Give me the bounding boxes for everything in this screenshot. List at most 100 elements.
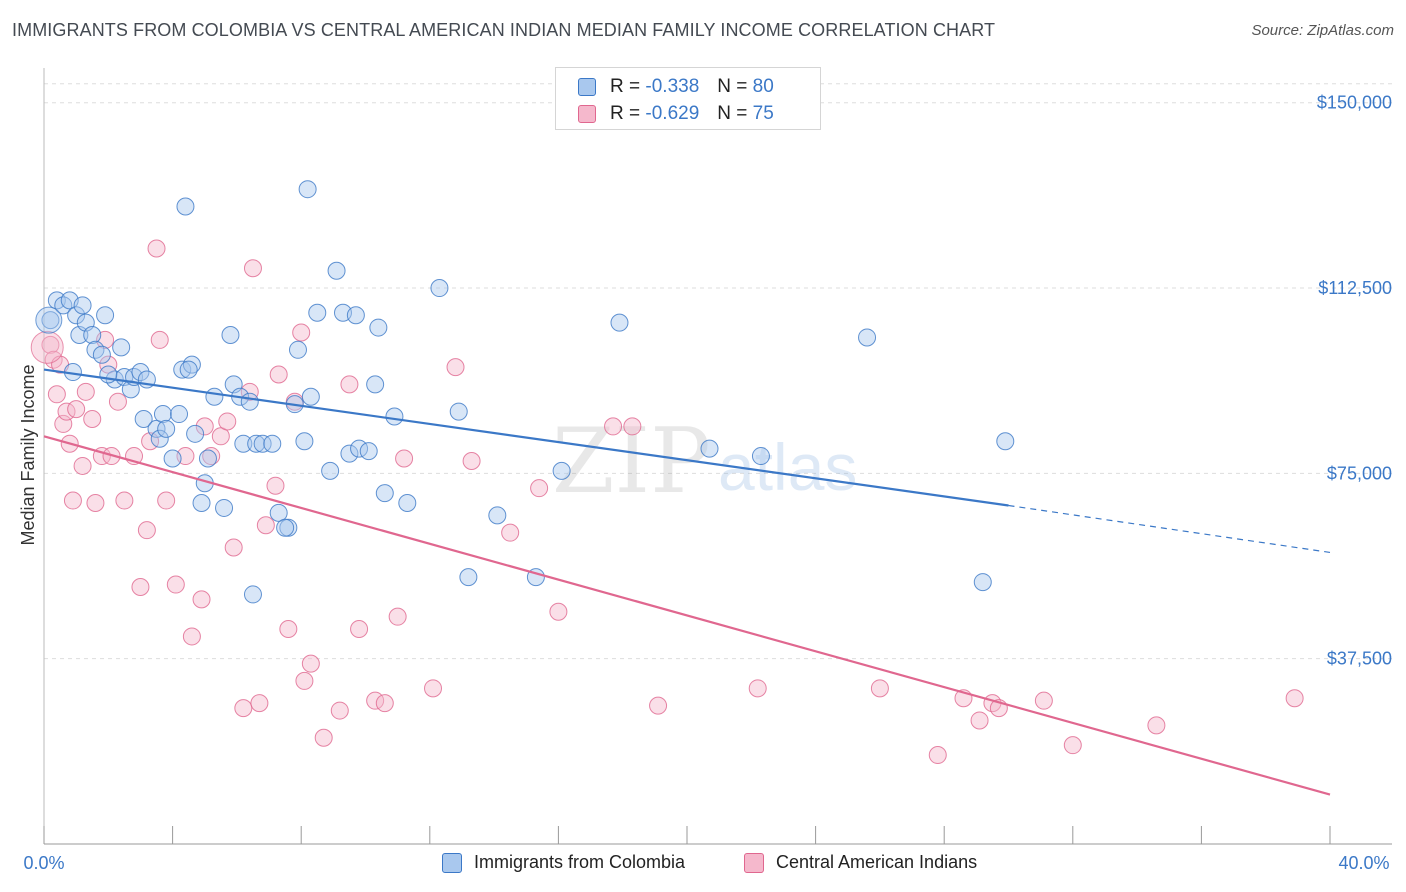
point-immigrants-from-colombia <box>153 405 172 424</box>
point-central-american-indians <box>870 679 889 698</box>
legend-n-label: N = <box>717 76 748 97</box>
point-central-american-indians <box>1034 691 1053 710</box>
x-tick-labels: 0.0% 40.0% <box>23 853 1389 873</box>
point-central-american-indians <box>150 330 169 349</box>
point-central-american-indians <box>970 711 989 730</box>
point-immigrants-from-colombia <box>96 306 115 325</box>
point-immigrants-from-colombia <box>192 494 211 513</box>
point-immigrants-from-colombia <box>131 363 150 382</box>
source-label: Source: ZipAtlas.com <box>1251 22 1394 39</box>
x-tick-label-min: 0.0% <box>23 853 64 873</box>
point-central-american-indians <box>76 382 95 401</box>
point-immigrants-from-colombia <box>751 447 770 466</box>
legend-n-value: 80 <box>752 76 774 97</box>
point-central-american-indians <box>30 330 64 364</box>
point-central-american-indians <box>147 239 166 258</box>
point-central-american-indians <box>192 590 211 609</box>
point-immigrants-from-colombia <box>369 318 388 337</box>
point-immigrants-from-colombia <box>92 345 111 364</box>
point-immigrants-from-colombia <box>359 442 378 461</box>
bottom-legend-swatch-pink <box>744 852 764 873</box>
y-tick-label: $150,000 <box>1317 93 1392 113</box>
legend-n-value: 75 <box>752 103 774 124</box>
point-immigrants-from-colombia <box>41 311 60 330</box>
point-immigrants-from-colombia <box>182 355 201 374</box>
point-immigrants-from-colombia <box>398 494 417 513</box>
point-immigrants-from-colombia <box>234 434 253 453</box>
point-immigrants-from-colombia <box>134 409 153 428</box>
point-immigrants-from-colombia <box>83 325 102 344</box>
point-central-american-indians <box>234 699 253 718</box>
point-central-american-indians <box>340 375 359 394</box>
point-central-american-indians <box>108 392 127 411</box>
point-immigrants-from-colombia <box>269 503 288 522</box>
point-immigrants-from-colombia <box>449 402 468 421</box>
point-immigrants-from-colombia <box>73 296 92 315</box>
point-immigrants-from-colombia <box>459 568 478 587</box>
point-central-american-indians <box>649 696 668 715</box>
x-tick-label-max: 40.0% <box>1338 853 1389 873</box>
point-immigrants-from-colombia <box>157 419 176 438</box>
point-central-american-indians <box>166 575 185 594</box>
point-central-american-indians <box>748 679 767 698</box>
point-central-american-indians <box>388 607 407 626</box>
point-immigrants-from-colombia <box>176 197 195 216</box>
legend-n-label: N = <box>717 103 748 124</box>
point-immigrants-from-colombia <box>700 439 719 458</box>
point-central-american-indians <box>86 494 105 513</box>
point-central-american-indians <box>41 335 60 354</box>
y-tick-label: $37,500 <box>1327 649 1392 669</box>
point-central-american-indians <box>1063 736 1082 755</box>
bottom-legend-label-central-american: Central American Indians <box>776 852 978 872</box>
point-central-american-indians <box>928 746 947 765</box>
point-immigrants-from-colombia <box>170 405 189 424</box>
point-central-american-indians <box>99 355 118 374</box>
point-immigrants-from-colombia <box>263 434 282 453</box>
point-central-american-indians <box>295 671 314 690</box>
trend-line-colombia-projection <box>1008 504 1331 554</box>
point-central-american-indians <box>256 516 275 535</box>
legend-row-central-american: R = -0.629 N = 75 <box>578 102 774 126</box>
gridlines <box>44 83 1392 660</box>
point-immigrants-from-colombia <box>430 279 449 298</box>
point-central-american-indians <box>47 385 66 404</box>
point-central-american-indians <box>63 491 82 510</box>
legend-r-label: R = <box>610 103 641 124</box>
series-central-american-indians <box>30 239 1304 765</box>
point-immigrants-from-colombia <box>179 360 198 379</box>
point-immigrants-from-colombia <box>488 506 507 525</box>
point-immigrants-from-colombia <box>215 498 234 517</box>
point-immigrants-from-colombia <box>610 313 629 332</box>
y-tick-label: $112,500 <box>1318 278 1392 298</box>
point-central-american-indians <box>202 447 221 466</box>
bottom-legend-colombia[interactable]: Immigrants from Colombia <box>442 852 685 873</box>
legend-row-colombia: R = -0.338 N = 80 <box>578 75 774 99</box>
point-immigrants-from-colombia <box>552 461 571 480</box>
point-central-american-indians <box>279 620 298 639</box>
watermark: ZIP atlas <box>552 409 857 514</box>
point-central-american-indians <box>501 523 520 542</box>
bottom-legend-central-american[interactable]: Central American Indians <box>744 852 977 873</box>
point-central-american-indians <box>623 417 642 436</box>
point-central-american-indians <box>182 627 201 646</box>
point-central-american-indians <box>240 382 259 401</box>
point-immigrants-from-colombia <box>205 387 224 406</box>
legend-r-value: -0.629 <box>645 103 700 124</box>
point-central-american-indians <box>604 417 623 436</box>
point-immigrants-from-colombia <box>243 585 262 604</box>
point-central-american-indians <box>1285 689 1304 708</box>
series-immigrants-from-colombia <box>35 180 1015 604</box>
point-immigrants-from-colombia <box>198 449 217 468</box>
point-central-american-indians <box>224 538 243 557</box>
point-immigrants-from-colombia <box>295 432 314 451</box>
point-central-american-indians <box>446 358 465 377</box>
point-central-american-indians <box>73 456 92 475</box>
point-immigrants-from-colombia <box>150 429 169 448</box>
point-central-american-indians <box>137 521 156 540</box>
legend-swatch-pink <box>578 105 596 123</box>
legend-swatch-blue <box>578 78 596 96</box>
trend-lines <box>43 368 1331 796</box>
point-central-american-indians <box>301 654 320 673</box>
y-tick-labels: $37,500 $75,000 $112,500 $150,000 <box>1317 93 1392 669</box>
